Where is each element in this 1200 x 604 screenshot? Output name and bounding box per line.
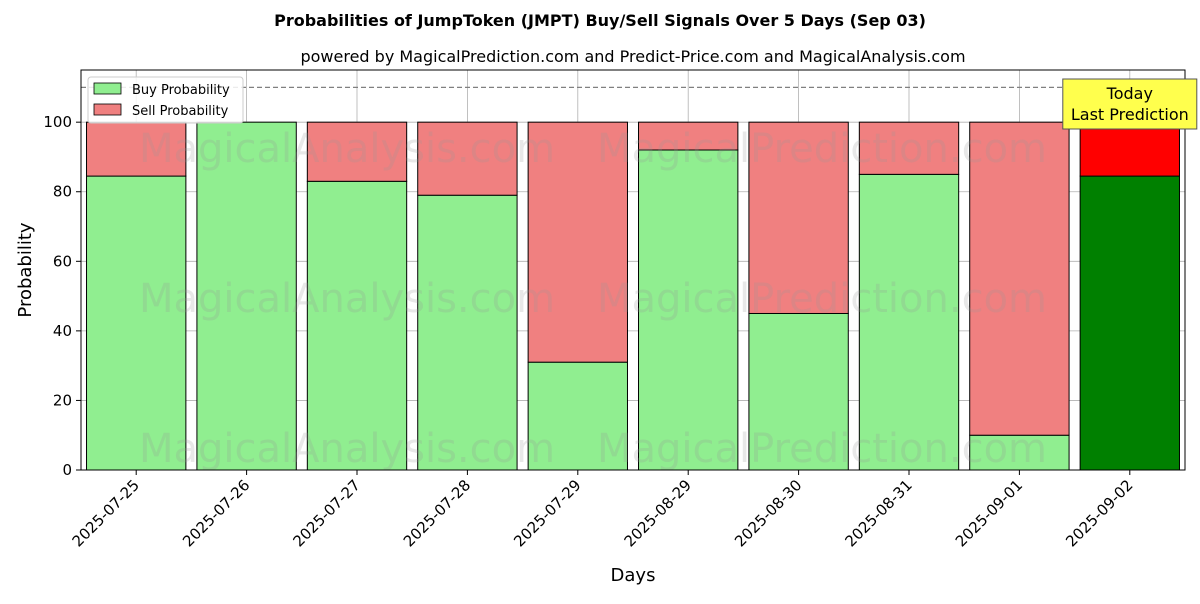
sell-bar bbox=[86, 121, 187, 177]
plot-frame bbox=[80, 69, 1186, 471]
buy-bar bbox=[748, 312, 849, 471]
y-tick-label: 20 bbox=[53, 391, 72, 409]
bars-group bbox=[86, 121, 1180, 471]
buy-bar bbox=[306, 180, 408, 471]
sell-bar bbox=[306, 121, 408, 182]
legend-label: Buy Probability bbox=[132, 83, 230, 98]
buy-bar bbox=[86, 175, 187, 471]
x-tick-label: 2025-07-26 bbox=[179, 476, 253, 550]
x-tick-label: 2025-07-29 bbox=[510, 476, 584, 550]
watermark-layer: MagicalAnalysis.com MagicalPrediction.com… bbox=[139, 126, 1047, 472]
y-axis: 0 20 40 60 80 100 bbox=[43, 113, 81, 479]
buy-bar bbox=[417, 194, 518, 471]
sell-bar bbox=[858, 121, 960, 175]
y-axis-label: Probability bbox=[15, 222, 36, 317]
x-axis-label: Days bbox=[611, 565, 656, 586]
buy-bar bbox=[858, 173, 960, 471]
buy-bar bbox=[638, 149, 739, 471]
watermark-text: MagicalAnalysis.com bbox=[139, 426, 555, 472]
legend-label: Sell Probability bbox=[132, 104, 229, 119]
legend-box bbox=[87, 76, 244, 124]
x-tick-label: 2025-07-28 bbox=[400, 476, 474, 550]
x-tick-label: 2025-07-27 bbox=[289, 476, 363, 550]
y-tick-label: 0 bbox=[62, 461, 72, 479]
x-tick-label: 2025-07-25 bbox=[69, 476, 143, 550]
annotation-line1: Today bbox=[1106, 84, 1153, 103]
y-tick-label: 40 bbox=[53, 322, 72, 340]
chart-title: Probabilities of JumpToken (JMPT) Buy/Se… bbox=[274, 11, 926, 30]
watermark-text: MagicalPrediction.com bbox=[597, 426, 1047, 472]
chart-subtitle: powered by MagicalPrediction.com and Pre… bbox=[300, 47, 965, 66]
watermark-text: MagicalPrediction.com bbox=[597, 276, 1047, 322]
sell-bar bbox=[527, 121, 628, 363]
sell-bar bbox=[748, 121, 849, 314]
buy-bar bbox=[969, 434, 1070, 471]
sell-bar bbox=[1079, 121, 1180, 177]
annotation-line2: Last Prediction bbox=[1071, 105, 1189, 124]
x-tick-label: 2025-09-01 bbox=[952, 476, 1026, 550]
sell-bar bbox=[417, 121, 518, 196]
today-annotation: Today Last Prediction bbox=[1062, 78, 1198, 130]
legend: Buy Probability Sell Probability bbox=[87, 76, 244, 124]
x-tick-label: 2025-09-02 bbox=[1062, 476, 1136, 550]
y-tick-label: 60 bbox=[53, 252, 72, 270]
annotation-box bbox=[1062, 78, 1198, 130]
sell-bar bbox=[969, 121, 1070, 436]
legend-swatch bbox=[93, 82, 122, 95]
x-tick-label: 2025-08-31 bbox=[841, 476, 915, 550]
y-tick-label: 100 bbox=[43, 113, 72, 131]
x-tick-label: 2025-08-30 bbox=[731, 476, 805, 550]
sell-bar bbox=[638, 121, 739, 151]
legend-swatch bbox=[93, 103, 122, 116]
x-axis: 2025-07-25 2025-07-26 2025-07-27 2025-07-28… bbox=[69, 470, 1137, 550]
y-tick-label: 80 bbox=[53, 183, 72, 201]
buy-bar bbox=[1079, 175, 1180, 471]
watermark-text: MagicalPrediction.com bbox=[597, 126, 1047, 172]
watermark-text: MagicalAnalysis.com bbox=[139, 276, 555, 322]
x-tick-label: 2025-08-29 bbox=[621, 476, 695, 550]
watermark-text: MagicalAnalysis.com bbox=[139, 126, 555, 172]
